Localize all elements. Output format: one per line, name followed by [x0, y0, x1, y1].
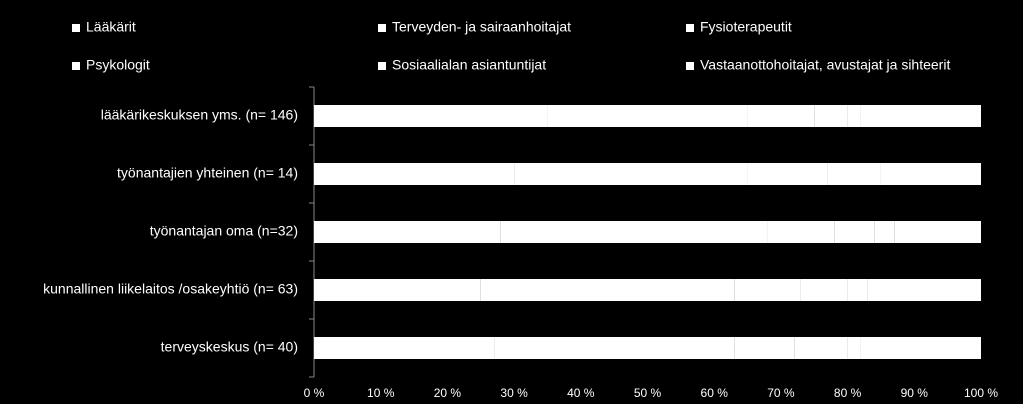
bar-segment — [494, 337, 735, 359]
bar-segment — [894, 221, 981, 243]
legend-swatch — [378, 24, 386, 32]
bar-segment — [514, 163, 748, 185]
legend-label: Fysioterapeutit — [700, 19, 792, 35]
y-tick-label: työnantajien yhteinen (n= 14) — [117, 165, 298, 181]
legend-label: Vastaanottohoitajat, avustajat ja sihtee… — [700, 57, 950, 73]
bar-segment — [767, 221, 835, 243]
bar-segment — [834, 221, 875, 243]
x-tick-label: 50 % — [634, 386, 662, 400]
bar-segment — [734, 279, 801, 301]
legend-swatch — [72, 24, 80, 32]
bar-segment — [860, 337, 981, 359]
x-tick-label: 0 % — [304, 386, 325, 400]
x-tick-label: 20 % — [434, 386, 462, 400]
bar-segment — [860, 105, 981, 127]
bar-segment — [874, 221, 895, 243]
bar-segment — [814, 105, 848, 127]
legend-label: Sosiaalialan asiantuntijat — [392, 57, 546, 73]
y-tick-label: kunnallinen liikelaitos /osakeyhtiö (n= … — [43, 281, 298, 297]
bar-segment — [547, 105, 748, 127]
y-tick-label: lääkärikeskuksen yms. (n= 146) — [101, 107, 298, 123]
bar-segment — [747, 105, 815, 127]
bar-segment — [847, 337, 861, 359]
bar-segment — [314, 221, 501, 243]
bar-segment — [314, 163, 515, 185]
bar-segment — [314, 279, 481, 301]
y-tick-label: työnantajan oma (n=32) — [150, 223, 298, 239]
x-tick-label: 10 % — [367, 386, 395, 400]
bar-segment — [880, 163, 981, 185]
x-tick-label: 40 % — [567, 386, 595, 400]
legend-label: Terveyden- ja sairaanhoitajat — [392, 19, 571, 35]
x-tick-label: 60 % — [701, 386, 729, 400]
bar-segment — [734, 337, 795, 359]
bar-segment — [500, 221, 768, 243]
bar-segment — [827, 163, 881, 185]
bar-segment — [314, 105, 548, 127]
bar-segment — [314, 337, 495, 359]
x-tick-label: 30 % — [500, 386, 528, 400]
y-tick-label: terveyskeskus (n= 40) — [161, 339, 298, 355]
x-tick-label: 100 % — [964, 386, 998, 400]
legend-label: Psykologit — [86, 57, 150, 73]
bar-segment — [747, 163, 828, 185]
x-tick-label: 90 % — [901, 386, 929, 400]
legend-swatch — [72, 62, 80, 70]
legend-swatch — [686, 24, 694, 32]
bar-segment — [847, 279, 868, 301]
bar-segment — [794, 337, 848, 359]
legend-label: Lääkärit — [86, 19, 136, 35]
legend-swatch — [686, 62, 694, 70]
bar-segment — [800, 279, 848, 301]
x-tick-label: 70 % — [767, 386, 795, 400]
legend-swatch — [378, 62, 386, 70]
bar-segment — [480, 279, 735, 301]
x-tick-label: 80 % — [834, 386, 862, 400]
bar-segment — [867, 279, 981, 301]
bar-segment — [847, 105, 861, 127]
